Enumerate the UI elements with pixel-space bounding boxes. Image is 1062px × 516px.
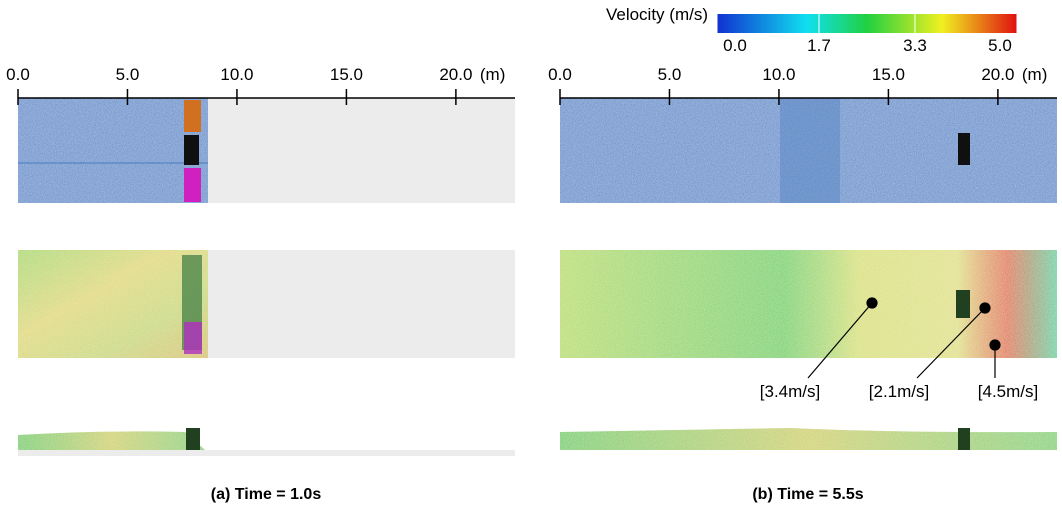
axis-tick-label: 15.0	[872, 65, 905, 84]
axis-tick-label: 0.0	[548, 65, 572, 84]
axis-tick-label: 10.0	[762, 65, 795, 84]
panel-a-images	[18, 98, 515, 456]
annotation: [2.1m/s]	[869, 382, 929, 401]
axis-tick-label: 5.0	[116, 65, 140, 84]
annotation: [3.4m/s]	[760, 382, 820, 401]
annotation-leaders	[807, 297, 1001, 379]
colorbar-tick-label: 3.3	[903, 36, 927, 55]
caption: (b) Time = 5.5s	[752, 486, 863, 503]
axis-tick-label: 5.0	[658, 65, 682, 84]
axis-tick-label: 15.0	[330, 65, 363, 84]
colorbar-tick-label: 1.7	[807, 36, 831, 55]
axis-tick-label: 10.0	[220, 65, 253, 84]
panel-b-images	[560, 98, 1057, 450]
colorbar-title: Velocity (m/s)	[606, 5, 708, 24]
colorbar	[717, 14, 1017, 33]
axis-tick-label: 20.0	[981, 65, 1014, 84]
axis-tick-label: 0.0	[6, 65, 30, 84]
annotation: [4.5m/s]	[978, 382, 1038, 401]
axis-unit: (m)	[480, 65, 505, 84]
axis-unit: (m)	[1022, 65, 1047, 84]
colorbar-tick-label: 5.0	[988, 36, 1012, 55]
caption: (a) Time = 1.0s	[211, 486, 322, 503]
colorbar-ticks: 0.0 1.7 3.3 5.0	[716, 14, 1018, 55]
axis-tick-label: 20.0	[439, 65, 472, 84]
colorbar-tick-label: 0.0	[723, 36, 747, 55]
